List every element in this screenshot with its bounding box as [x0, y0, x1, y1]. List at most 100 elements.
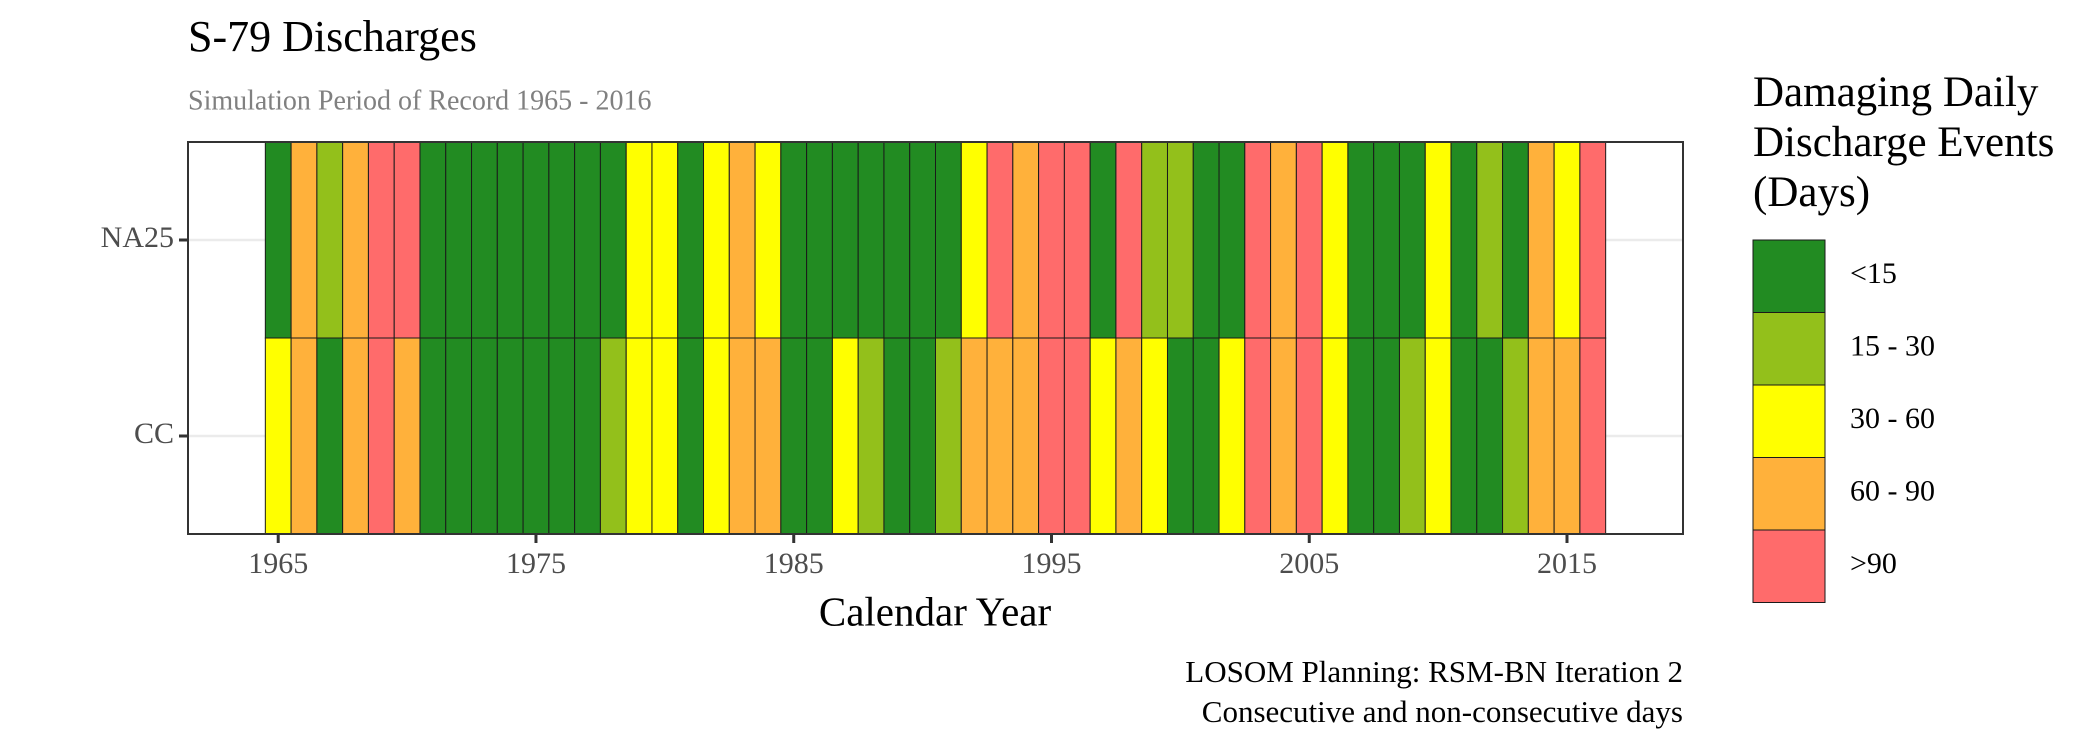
- heatmap-cell: [522, 141, 550, 339]
- legend-label: 60 - 90: [1850, 475, 1935, 508]
- heatmap-cell: [1038, 141, 1065, 339]
- heatmap-cell: [780, 337, 808, 535]
- heatmap-cell: [1321, 337, 1349, 535]
- heatmap-cell: [909, 141, 936, 339]
- x-tick-label: 2015: [1537, 547, 1597, 580]
- legend-title: Discharge Events: [1753, 119, 2054, 166]
- heatmap-cell: [1012, 141, 1040, 339]
- x-tick-label: 1965: [248, 547, 308, 580]
- chart-title: S-79 Discharges: [188, 12, 477, 61]
- heatmap-cell: [496, 141, 524, 339]
- heatmap-cell: [548, 141, 576, 339]
- heatmap-cell: [1166, 337, 1194, 535]
- heatmap-cell: [703, 337, 730, 535]
- heatmap-cell: [1527, 337, 1555, 535]
- heatmap-cell: [445, 141, 473, 339]
- heatmap-cell: [1373, 141, 1400, 339]
- legend-key: [1752, 457, 1826, 531]
- heatmap-cell: [367, 141, 395, 339]
- heatmap-cell: [1270, 141, 1297, 339]
- heatmap-cell: [1244, 337, 1272, 535]
- heatmap-cell: [290, 337, 318, 535]
- heatmap-cell: [728, 141, 756, 339]
- heatmap-cell: [496, 337, 524, 535]
- heatmap-cell: [1476, 337, 1504, 535]
- x-tick-label: 1975: [506, 547, 566, 580]
- heatmap-cell: [1321, 141, 1349, 339]
- heatmap-cell: [1089, 337, 1117, 535]
- heatmap-cell: [883, 337, 911, 535]
- panel-border: [187, 141, 1684, 535]
- legend-title: Damaging Daily: [1753, 69, 2039, 116]
- heatmap-cell: [1553, 337, 1581, 535]
- heatmap-cell: [574, 141, 601, 339]
- heatmap-cell: [419, 337, 447, 535]
- heatmap-cell: [1450, 337, 1478, 535]
- heatmap-cell: [316, 141, 344, 339]
- heatmap-cell: [1192, 141, 1220, 339]
- heatmap-cell: [1450, 141, 1478, 339]
- heatmap-cell: [1502, 141, 1529, 339]
- heatmap-cell: [1218, 337, 1246, 535]
- heatmap-cell: [1295, 337, 1323, 535]
- heatmap-cell: [935, 141, 962, 339]
- heatmap-cell: [264, 337, 292, 535]
- heatmap-cell: [806, 141, 833, 339]
- heatmap-cell: [548, 337, 576, 535]
- heatmap-cell: [728, 337, 756, 535]
- heatmap-cell: [677, 141, 705, 339]
- heatmap-cell: [703, 141, 730, 339]
- heatmap-cell: [1553, 141, 1581, 339]
- heatmap-cell: [1502, 337, 1529, 535]
- heatmap-cell: [780, 141, 808, 339]
- heatmap-cell: [1270, 337, 1297, 535]
- heatmap-cell: [806, 337, 833, 535]
- heatmap-cell: [857, 337, 885, 535]
- heatmap-cell: [471, 141, 498, 339]
- heatmap-cell: [1579, 337, 1607, 535]
- heatmap-cell: [1347, 141, 1375, 339]
- heatmap-cell: [909, 337, 936, 535]
- heatmap-cell: [1218, 141, 1246, 339]
- heatmap-cell: [1012, 337, 1040, 535]
- y-tick-label: NA25: [101, 221, 174, 254]
- heatmap-cell: [960, 141, 988, 339]
- chart-subtitle: Simulation Period of Record 1965 - 2016: [188, 85, 652, 116]
- heatmap-cell: [1141, 141, 1168, 339]
- heatmap-cell: [599, 337, 627, 535]
- legend-label: >90: [1850, 547, 1897, 580]
- legend-title: (Days): [1753, 169, 1870, 216]
- heatmap-cell: [831, 141, 859, 339]
- y-tick-label: CC: [134, 417, 174, 450]
- heatmap-cell: [1424, 337, 1452, 535]
- heatmap-cell: [1166, 141, 1194, 339]
- legend-key: [1752, 312, 1826, 386]
- legend-key: [1752, 239, 1826, 313]
- heatmap-cell: [522, 337, 550, 535]
- heatmap-cell: [342, 141, 369, 339]
- heatmap-cell: [574, 337, 601, 535]
- heatmap-cell: [677, 337, 705, 535]
- heatmap-cell: [935, 337, 962, 535]
- x-axis-label: Calendar Year: [819, 588, 1052, 634]
- heatmap-cell: [393, 337, 421, 535]
- heatmap-cell: [1424, 141, 1452, 339]
- x-tick-label: 1995: [1021, 547, 1081, 580]
- heatmap-cell: [1527, 141, 1555, 339]
- heatmap-cell: [754, 337, 782, 535]
- heatmap-cell: [445, 337, 473, 535]
- heatmap-cell: [419, 141, 447, 339]
- heatmap-cell: [883, 141, 911, 339]
- heatmap-cell: [342, 337, 369, 535]
- legend-label: <15: [1850, 257, 1897, 290]
- heatmap-cell: [831, 337, 859, 535]
- legend-label: 15 - 30: [1850, 330, 1935, 363]
- heatmap-cell: [1089, 141, 1117, 339]
- heatmap-cell: [857, 141, 885, 339]
- legend-key: [1752, 384, 1826, 458]
- heatmap-cell: [393, 141, 421, 339]
- heatmap-cell: [367, 337, 395, 535]
- heatmap-cell: [1579, 141, 1607, 339]
- heatmap-cell: [986, 141, 1014, 339]
- heatmap-cell: [1347, 337, 1375, 535]
